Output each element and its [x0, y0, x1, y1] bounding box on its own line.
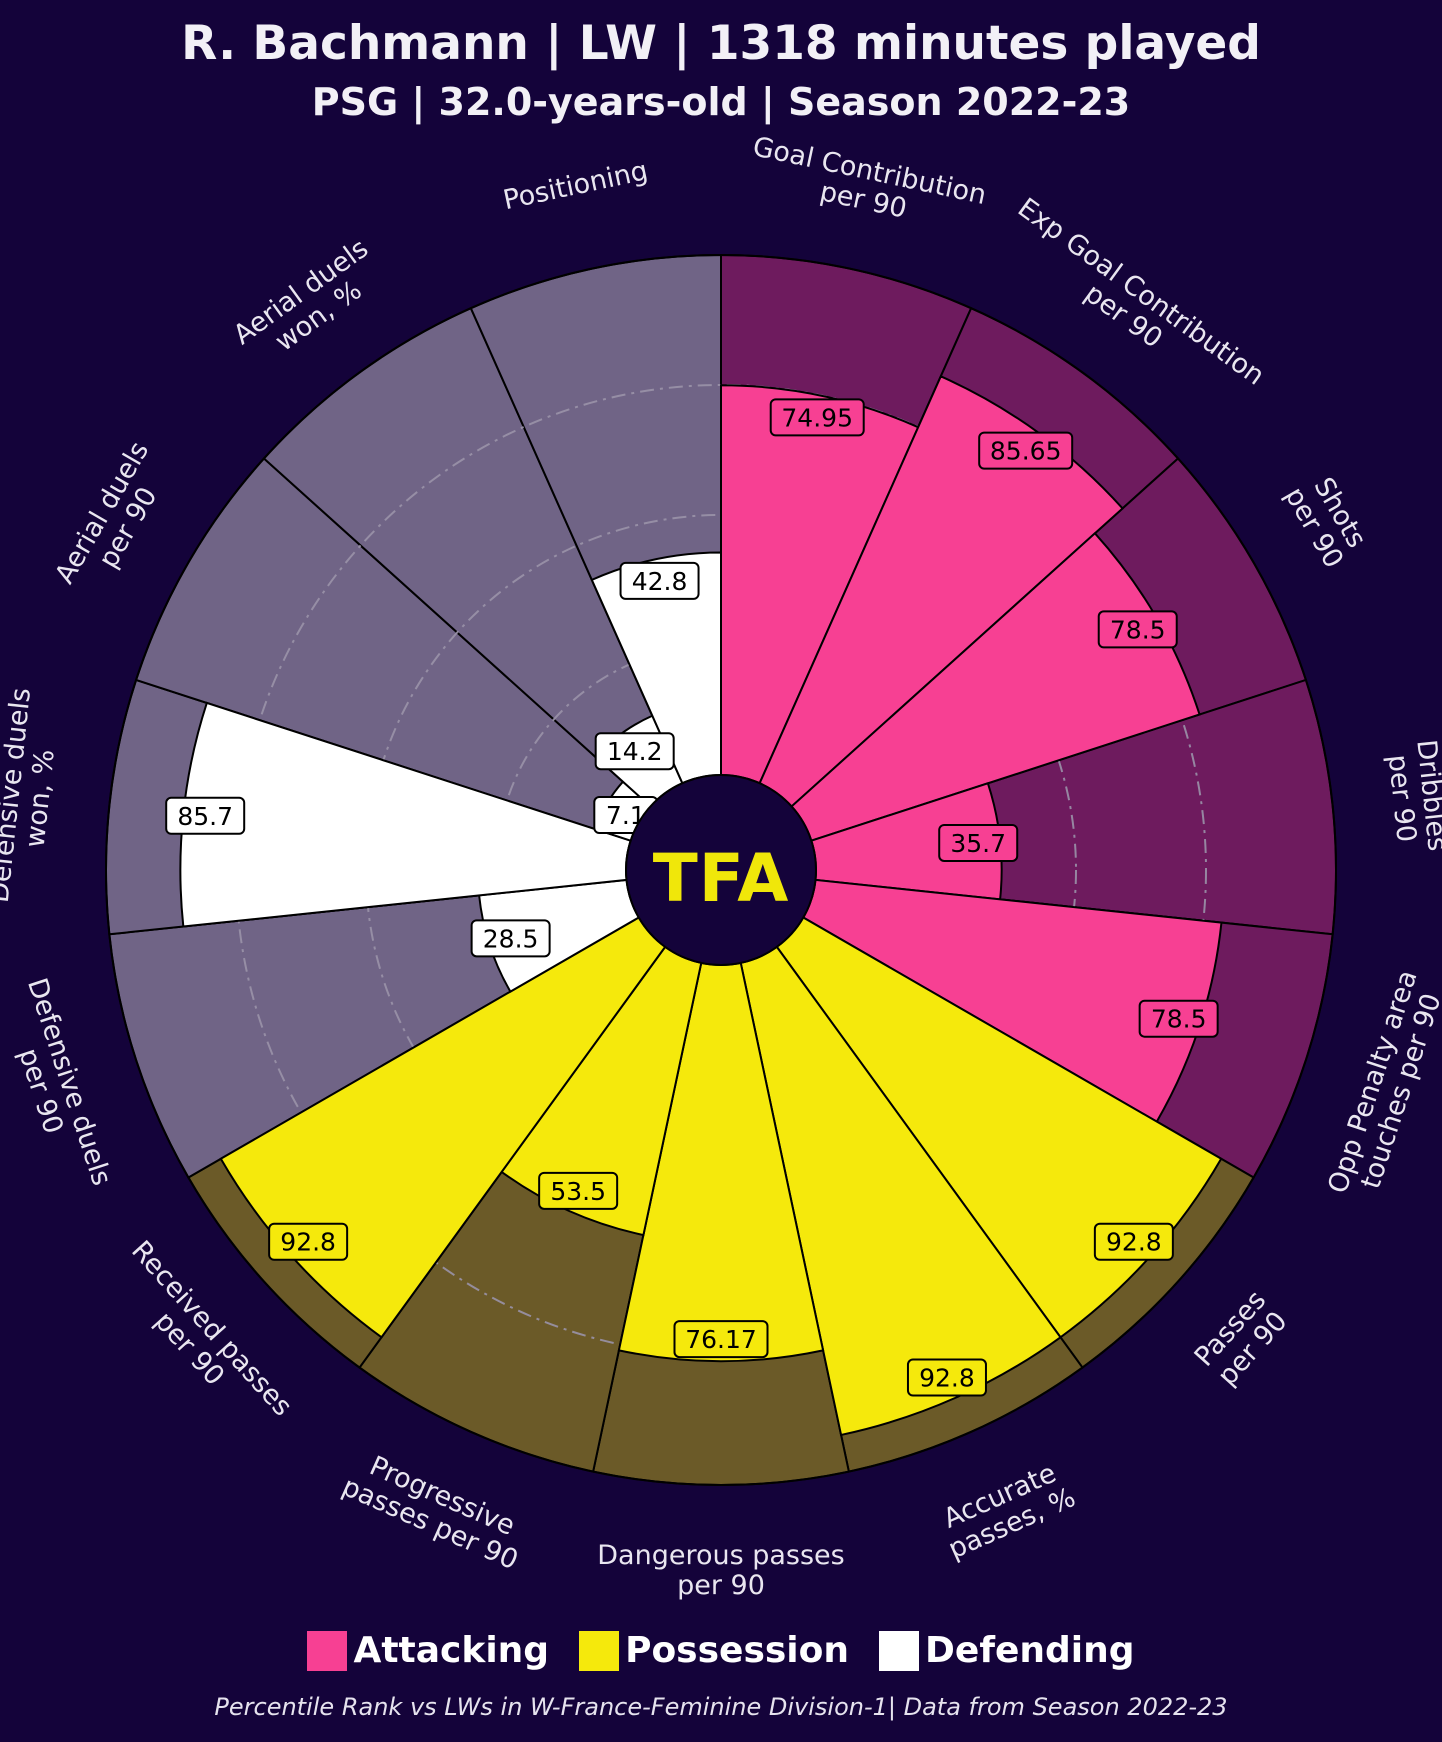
- value-label: 92.8: [280, 1228, 336, 1257]
- param-label-line: Positioning: [501, 155, 651, 216]
- value-label-box: [1097, 610, 1178, 649]
- value-label: 78.5: [1151, 1005, 1207, 1034]
- value-label-box: [938, 823, 1019, 862]
- value-label-box: [906, 1358, 987, 1397]
- value-labels: 74.95 85.65 78.5 35.7 78.5 92.8 92.8 76.17 53.5 9…: [165, 398, 1219, 1397]
- param-label: Passesper 90: [1189, 1285, 1295, 1393]
- legend-swatch-attacking: [307, 1630, 348, 1671]
- legend-swatch-possession: [579, 1630, 620, 1671]
- legend-item-defending: Defending: [879, 1630, 1135, 1671]
- legend-item-possession: Possession: [579, 1630, 849, 1671]
- value-label: 92.8: [919, 1364, 975, 1393]
- value-label-box: [538, 1171, 619, 1210]
- param-label: Defensive duelswon, %: [0, 686, 67, 907]
- param-label: Progressivepasses per 90: [337, 1444, 534, 1577]
- legend-label-attacking: Attacking: [353, 1630, 550, 1671]
- param-label: Opp Penalty areatouches per 90: [1322, 966, 1442, 1206]
- logo-circle: [625, 774, 817, 966]
- value-label: 28.5: [483, 924, 539, 953]
- tfa-logo: TFA: [652, 840, 790, 917]
- value-label: 53.5: [550, 1177, 606, 1206]
- legend-swatch-defending: [879, 1630, 920, 1671]
- param-label-line: per 90: [677, 1570, 765, 1601]
- chart-subtitle: PSG | 32.0-years-old | Season 2022-23: [311, 80, 1131, 124]
- chart-title: R. Bachmann | LW | 1318 minutes played: [181, 16, 1261, 71]
- value-label-box: [769, 398, 865, 437]
- param-label: Aerial duelsper 90: [49, 436, 181, 604]
- param-label: Dangerous passes per 90: [597, 1540, 844, 1601]
- value-label-box: [165, 796, 246, 835]
- legend-label-defending: Defending: [925, 1630, 1135, 1671]
- param-label: Goal Contributionper 90: [744, 131, 989, 240]
- value-label-box: [619, 561, 700, 600]
- value-label: 85.65: [990, 437, 1062, 466]
- param-label-line: Dangerous passes: [597, 1540, 844, 1571]
- legend-label-possession: Possession: [625, 1630, 850, 1671]
- param-label: Defensive duelsper 90: [0, 974, 117, 1198]
- outer-ring: [105, 254, 1337, 1486]
- value-label-box: [268, 1222, 349, 1261]
- value-label: 92.8: [1106, 1228, 1162, 1257]
- value-label-box: [470, 919, 551, 958]
- value-label: 14.2: [607, 737, 663, 766]
- value-label: 42.8: [632, 567, 688, 596]
- legend: Attacking Possession Defending: [0, 1630, 1442, 1671]
- value-label: 76.17: [685, 1325, 757, 1354]
- value-label: 74.95: [781, 403, 853, 432]
- legend-item-attacking: Attacking: [307, 1630, 549, 1671]
- param-label: Accuratepasses, %: [932, 1455, 1080, 1566]
- param-label: Dribblesper 90: [1380, 738, 1442, 856]
- param-label: Shotsper 90: [1278, 467, 1375, 574]
- value-label-box: [1093, 1222, 1174, 1261]
- value-label-box: [978, 431, 1074, 470]
- value-label-box: [1138, 999, 1219, 1038]
- value-label-box: [594, 732, 675, 771]
- value-label-box: [673, 1320, 769, 1359]
- param-label: Aerial duelswon, %: [228, 233, 392, 375]
- value-label: 85.7: [177, 802, 233, 831]
- value-label: 35.7: [950, 829, 1006, 858]
- value-label: 78.5: [1110, 615, 1166, 644]
- param-label: Positioning: [501, 155, 651, 216]
- footer-note: Percentile Rank vs LWs in W-France-Femin…: [214, 1693, 1228, 1721]
